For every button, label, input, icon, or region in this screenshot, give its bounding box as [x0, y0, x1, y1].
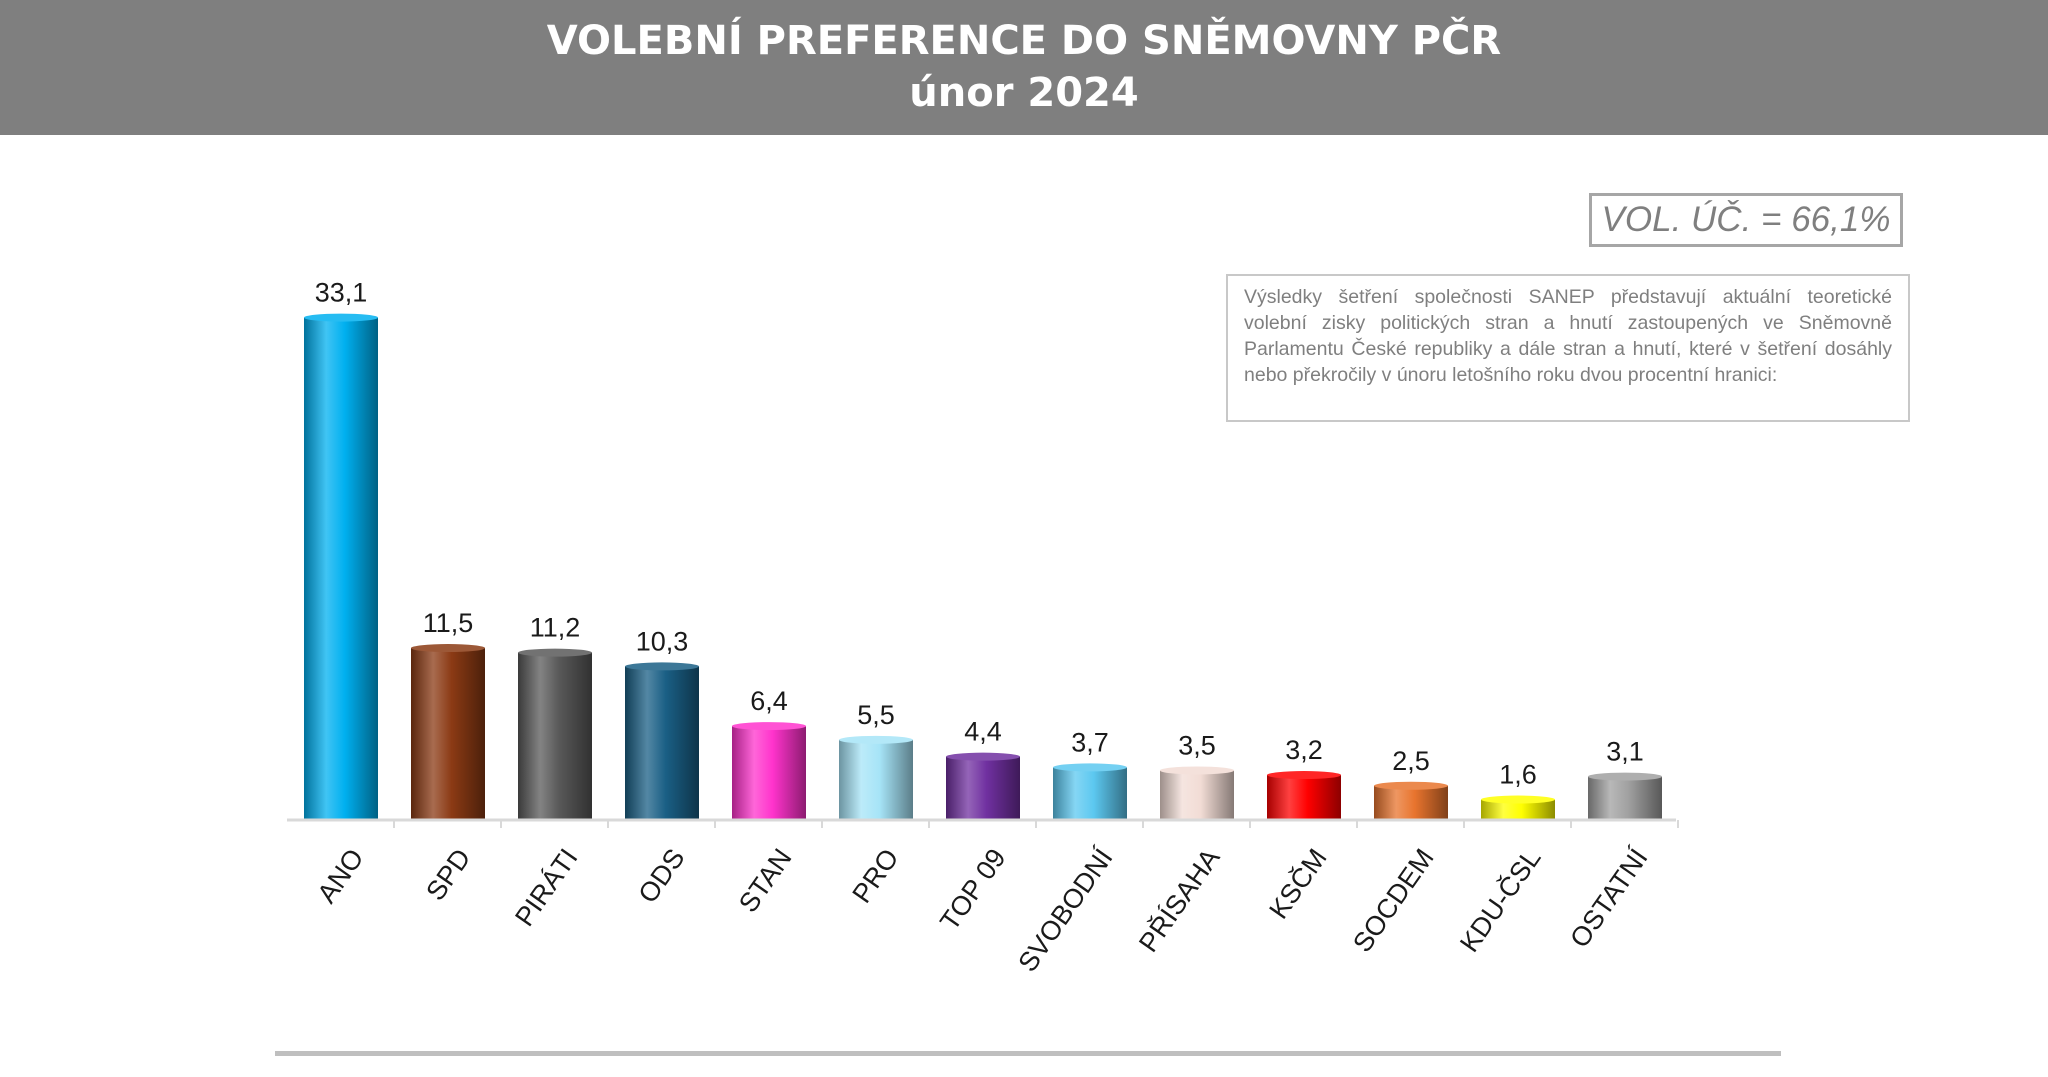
value-label: 3,1 — [1606, 737, 1644, 767]
category-label: STAN — [733, 843, 798, 918]
bar-ods — [625, 666, 699, 820]
bar-cap — [1053, 763, 1127, 772]
footer-divider — [275, 1051, 1781, 1056]
bar-svobodní — [1053, 767, 1127, 820]
bar-spd — [411, 648, 485, 820]
bar-cap — [411, 644, 485, 653]
value-label: 3,5 — [1178, 730, 1216, 760]
bar-cap — [946, 752, 1020, 761]
chart-title: VOLEBNÍ PREFERENCE DO SNĚMOVNY PČR — [546, 18, 1502, 64]
value-label: 4,4 — [964, 717, 1002, 747]
bar-top-09 — [946, 756, 1020, 820]
survey-note: Výsledky šetření společnosti SANEP předs… — [1226, 274, 1910, 422]
bar-cap — [1374, 781, 1448, 790]
category-label: KDU-ČSL — [1453, 843, 1546, 958]
category-label: TOP 09 — [934, 843, 1011, 936]
bar-cap — [625, 662, 699, 671]
bar-ano — [304, 317, 378, 820]
bar-cap — [839, 735, 913, 744]
bar-cap — [518, 648, 592, 657]
category-label: SPD — [420, 843, 476, 906]
category-label: OSTATNÍ — [1564, 843, 1654, 953]
value-label: 3,2 — [1285, 735, 1323, 765]
value-label: 10,3 — [636, 626, 689, 656]
chart-subtitle: únor 2024 — [909, 70, 1139, 116]
category-label: ODS — [633, 843, 691, 908]
category-label: PRO — [847, 843, 905, 908]
value-label: 11,2 — [530, 613, 581, 643]
bar-piráti — [518, 652, 592, 820]
bar-pro — [839, 739, 913, 820]
value-label: 2,5 — [1392, 746, 1430, 776]
value-label: 33,1 — [315, 278, 368, 308]
bar-ksčm — [1267, 775, 1341, 820]
header-banner: VOLEBNÍ PREFERENCE DO SNĚMOVNY PČR únor … — [0, 0, 2048, 135]
bar-cap — [732, 722, 806, 731]
value-label: 6,4 — [750, 686, 788, 716]
value-label: 5,5 — [857, 700, 895, 730]
value-label: 11,5 — [423, 608, 474, 638]
value-label: 3,7 — [1071, 727, 1109, 757]
bar-cap — [1160, 766, 1234, 775]
bar-socdem — [1374, 785, 1448, 820]
category-label: PŘÍSAHA — [1132, 843, 1225, 958]
value-labels-layer: 33,1 11,5 11,2 10,3 6,4 5,5 4,4 3,7 3,5 3,2 2,5 1,6… — [315, 278, 1644, 790]
category-label: SVOBODNÍ — [1012, 843, 1119, 977]
bar-kdu-čsl — [1481, 799, 1555, 820]
category-label: ANO — [312, 843, 370, 908]
bar-ostatní — [1588, 776, 1662, 820]
category-labels-layer: ANO SPD PIRÁTI ODS STAN PRO TOP 09 SVOBODNÍ PŘÍS… — [312, 820, 1679, 977]
bar-cap — [1267, 771, 1341, 780]
category-label: KSČM — [1263, 843, 1333, 925]
category-label: SOCDEM — [1347, 843, 1440, 957]
turnout-box: VOL. ÚČ. = 66,1% — [1589, 193, 1903, 247]
category-label: PIRÁTI — [509, 843, 583, 931]
bar-přísaha — [1160, 770, 1234, 820]
bars-layer — [304, 313, 1662, 820]
value-label: 1,6 — [1499, 760, 1537, 790]
bar-stan — [732, 726, 806, 820]
bar-cap — [304, 313, 378, 322]
bar-cap — [1481, 795, 1555, 804]
bar-cap — [1588, 772, 1662, 781]
